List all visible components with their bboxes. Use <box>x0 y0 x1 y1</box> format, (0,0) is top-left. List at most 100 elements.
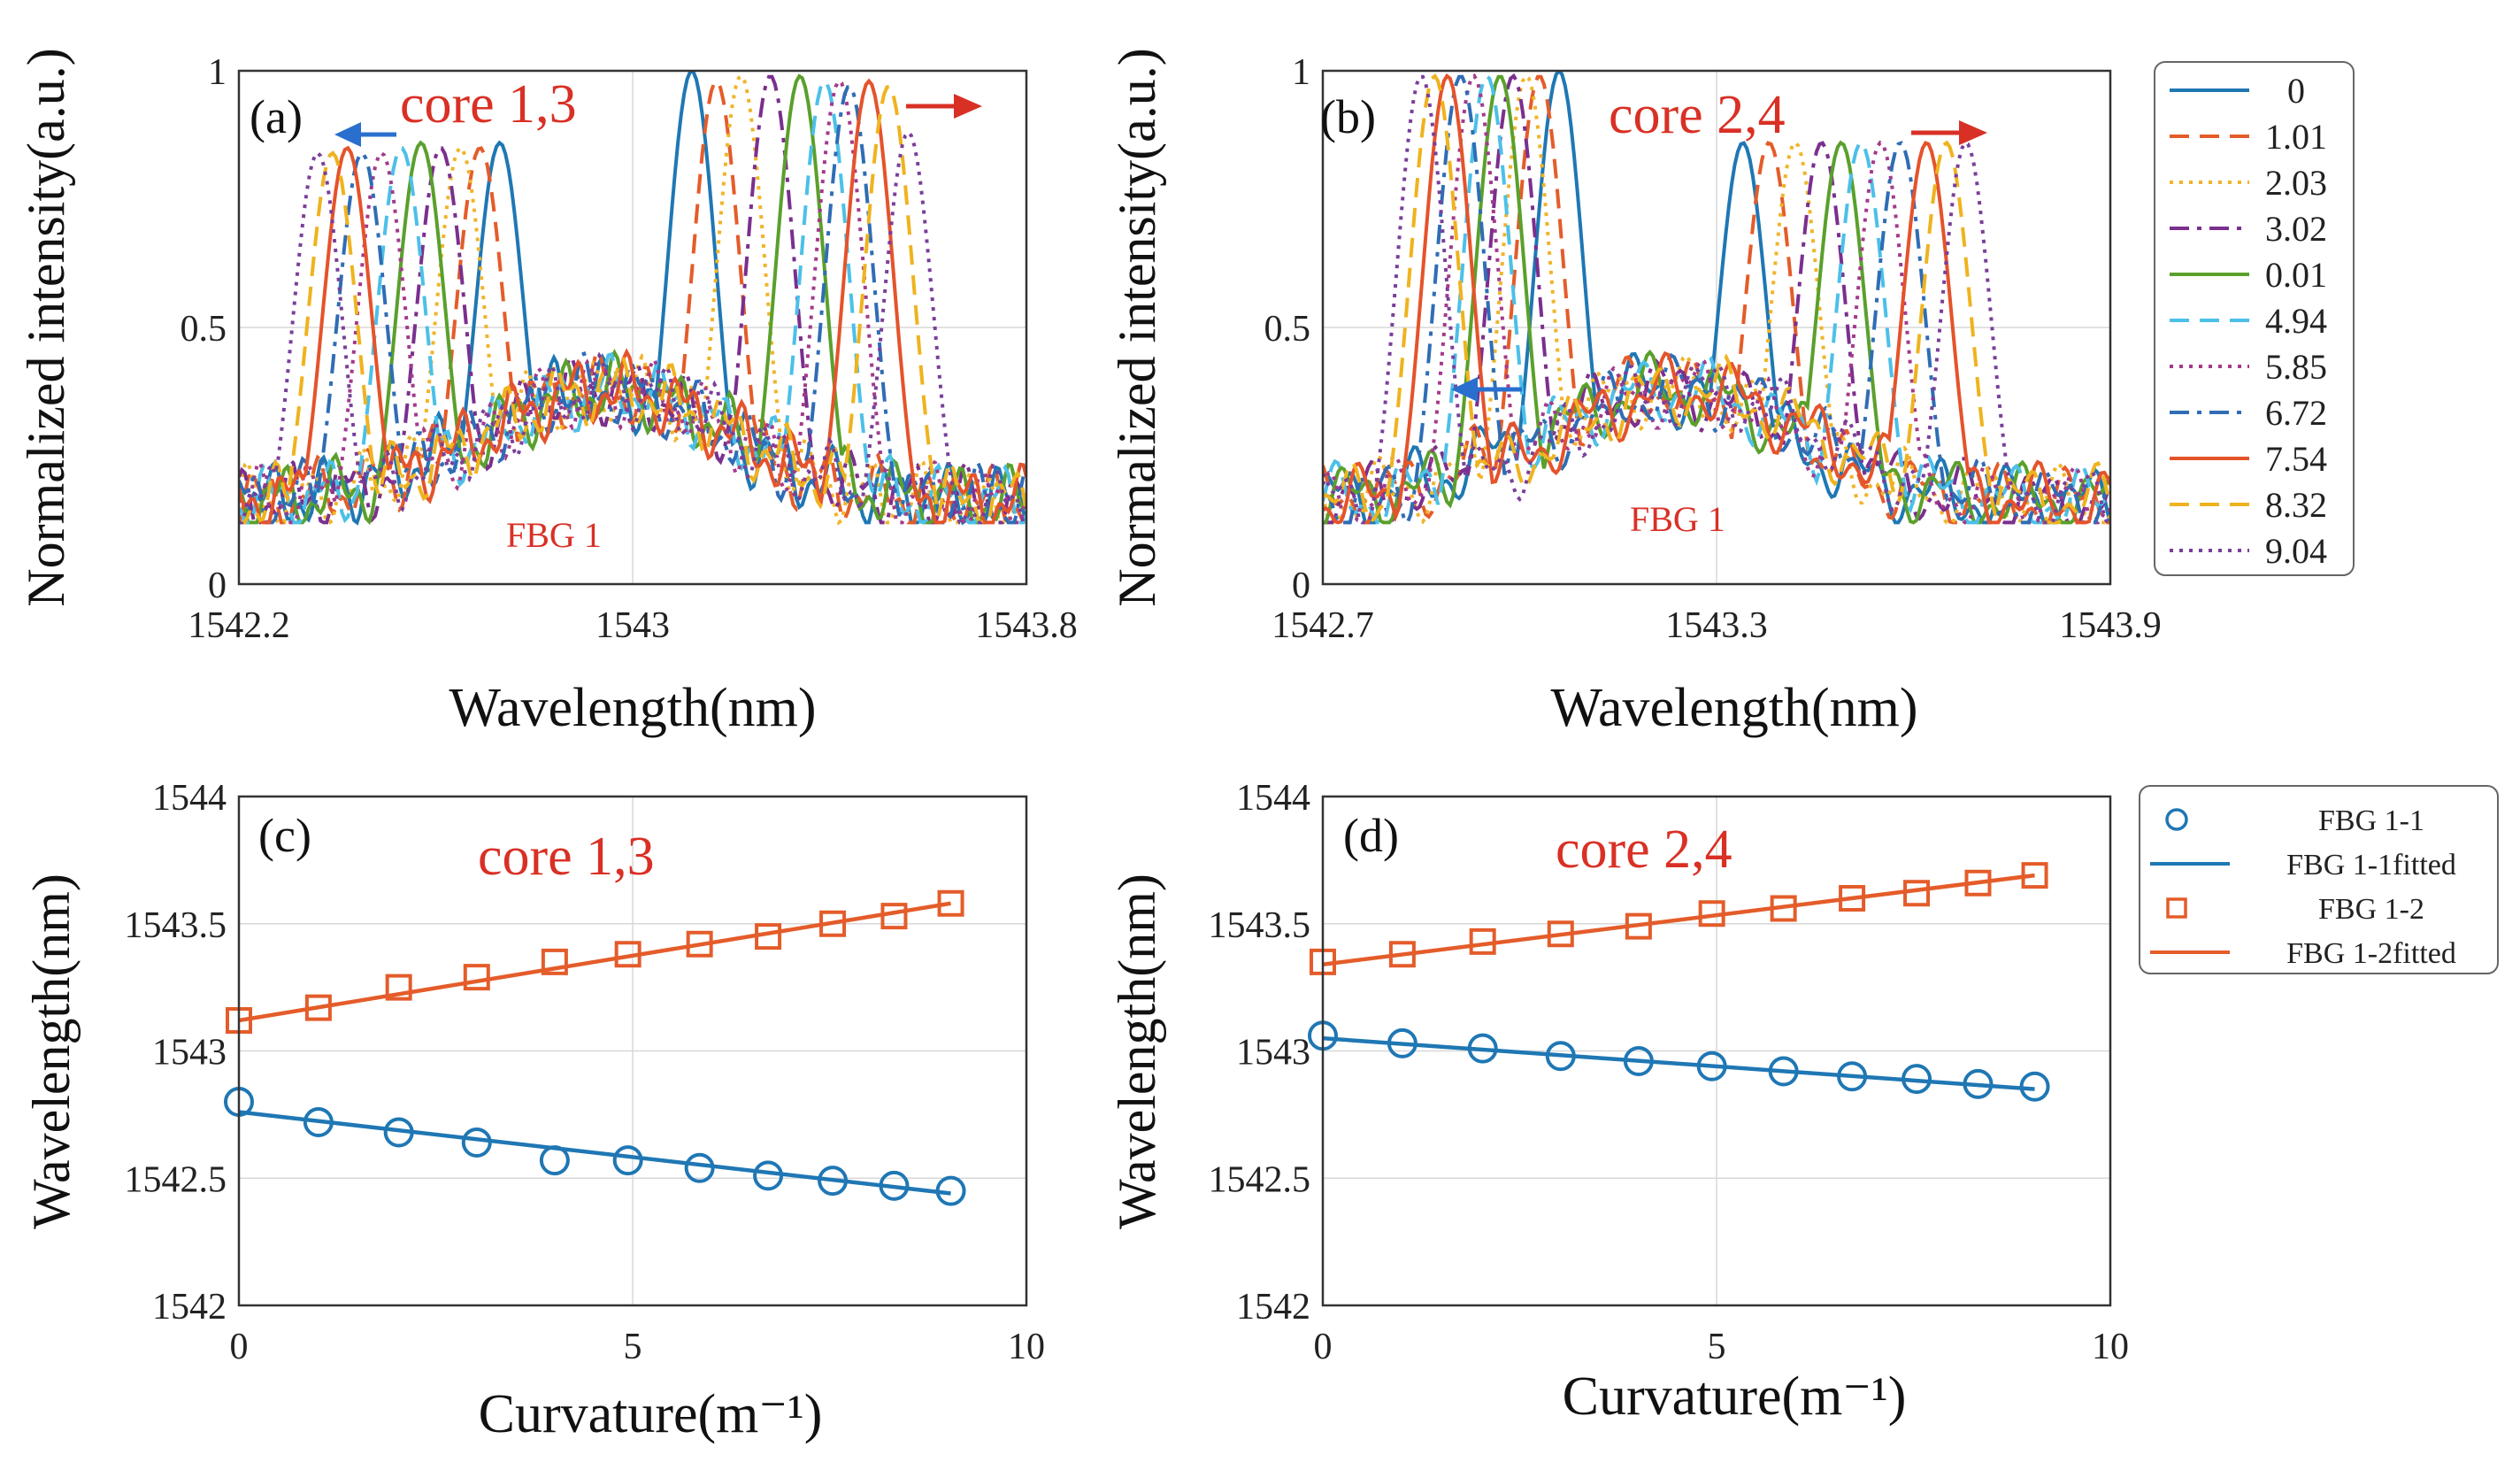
left-arrow <box>1451 377 1522 402</box>
right-arrow <box>1911 120 1987 145</box>
grid <box>239 71 1026 584</box>
plot-frame <box>237 69 1028 586</box>
y-tick-label: 1544 <box>1236 778 1310 819</box>
point-circle <box>1467 1033 1498 1064</box>
spectrum-line-8.32 <box>239 85 1026 525</box>
point-square <box>1770 895 1797 922</box>
spectrum-line-3.02 <box>1323 73 2110 525</box>
y-tick-labels: 1542 1542.5 1543 1543.5 1544 <box>125 778 227 1328</box>
legend-entry: 6.72 <box>2265 393 2327 433</box>
legend-entry: 9.04 <box>2265 531 2327 571</box>
y-tick-label: 1544 <box>152 778 227 819</box>
x-tick-label: 1543.9 <box>2059 605 2162 646</box>
legend-entry: 5.85 <box>2265 347 2327 387</box>
legend-marker-square <box>2166 897 2187 919</box>
annotation: core 2,4 <box>1556 820 1732 880</box>
x-axis-label: Curvature(m⁻¹) <box>1563 1366 1907 1427</box>
panel-label: (d) <box>1343 809 1399 862</box>
point-square <box>541 948 568 975</box>
point-circle <box>383 1117 414 1148</box>
y-tick-label: 1542 <box>1236 1287 1310 1328</box>
y-tick-label: 0 <box>208 566 227 606</box>
plot-frame <box>237 795 1028 1307</box>
scatter-marks <box>224 889 966 1206</box>
point-square <box>755 923 782 950</box>
point-circle <box>818 1166 849 1197</box>
x-tick-labels: 0 5 10 <box>1314 1327 2130 1367</box>
x-tick-labels: 1542.2 1543 1543.8 <box>188 605 1078 646</box>
spectrum-line-4.94 <box>239 79 1026 525</box>
point-circle <box>1902 1064 1932 1095</box>
point-square <box>1964 869 1992 897</box>
x-tick-label: 1543.8 <box>975 605 1078 646</box>
annotation: core 1,3 <box>478 827 655 887</box>
y-axis-label: Wavelength(nm) <box>1108 874 1166 1229</box>
legend-marker-circle <box>2165 808 2188 831</box>
point-circle <box>539 1145 570 1176</box>
point-circle <box>684 1152 715 1183</box>
point-circle <box>1696 1051 1727 1081</box>
y-tick-labels: 00.51 <box>181 52 227 606</box>
annotation: core 2,4 <box>1609 85 1786 145</box>
x-tick-label: 10 <box>1008 1327 1045 1367</box>
y-tick-labels: 00.51 <box>1264 52 1311 606</box>
legend-entry: FBG 1-2 <box>2318 893 2424 926</box>
y-tick-label: 0.5 <box>1264 309 1311 350</box>
x-axis-label: Wavelength(nm) <box>1550 678 1917 738</box>
legend-top: 0 1.01 2.03 3.02 0.01 4.94 5.85 6.72 7.54 8.32 9.0… <box>2154 61 2355 576</box>
point-square <box>1903 880 1931 907</box>
x-axis-label: Wavelength(nm) <box>449 678 816 738</box>
left-arrow <box>334 122 396 147</box>
spectrum-line-8.32 <box>1323 73 2110 525</box>
point-square <box>1469 927 1496 955</box>
legend-entry: 4.94 <box>2265 301 2327 341</box>
plot-frame <box>1321 795 2112 1307</box>
panel-b: 1542.7 1543.3 1543.9 00.51 (b) core 2,4 FB… <box>1108 48 2162 738</box>
legend-entry: 8.32 <box>2265 485 2327 525</box>
fit-line-FBG-1-1 <box>1322 1035 2035 1091</box>
point-square <box>1625 912 1652 940</box>
x-tick-label: 1543.3 <box>1665 605 1768 646</box>
point-square <box>937 889 964 917</box>
y-tick-labels: 1542 1542.5 1543 1543.5 1544 <box>1209 778 1311 1328</box>
panel-label: (a) <box>250 90 303 143</box>
y-tick-label: 1542.5 <box>125 1159 227 1200</box>
sub-label: FBG 1 <box>506 515 602 555</box>
point-square <box>1698 900 1725 927</box>
point-square <box>1388 941 1416 968</box>
point-circle <box>1963 1068 1994 1099</box>
point-circle <box>303 1107 334 1137</box>
fit-line-FBG-1-2 <box>238 901 951 1023</box>
legend-entry: 0 <box>2287 71 2305 111</box>
point-circle <box>1623 1046 1654 1076</box>
point-square <box>1839 885 1866 912</box>
point-square <box>819 910 847 937</box>
panel-d: 0 5 10 1542 1542.5 1543 1543.5 1544 (d) core 2… <box>1108 778 2129 1427</box>
point-circle <box>461 1128 492 1158</box>
fit-line-FBG-1-2 <box>1322 873 2035 966</box>
sub-label: FBG 1 <box>1630 499 1725 539</box>
scatter-marks <box>1308 862 2050 1102</box>
point-circle <box>1545 1041 1576 1072</box>
x-tick-labels: 1542.7 1543.3 1543.9 <box>1272 605 2162 646</box>
point-circle <box>753 1160 784 1191</box>
y-tick-label: 1542 <box>152 1287 227 1328</box>
annotation: core 1,3 <box>400 74 577 135</box>
y-tick-label: 0 <box>1292 566 1310 606</box>
y-tick-label: 0.5 <box>181 309 227 350</box>
point-square <box>385 974 412 1001</box>
y-tick-label: 1 <box>208 52 227 93</box>
spectrum-line-9.04 <box>239 129 1026 525</box>
point-circle <box>1837 1061 1868 1092</box>
panel-label: (c) <box>258 809 311 862</box>
legend-entry: FBG 1-1 <box>2318 804 2424 837</box>
y-tick-label: 1543.5 <box>125 905 227 946</box>
y-axis-label: Wavelength(nm) <box>22 874 81 1229</box>
x-tick-label: 0 <box>230 1327 249 1367</box>
legend-entry: 0.01 <box>2265 255 2327 295</box>
point-square <box>463 964 490 991</box>
y-tick-label: 1543.5 <box>1209 905 1311 946</box>
x-tick-labels: 0 5 10 <box>230 1327 1046 1367</box>
spectrum-lines <box>1323 71 2110 526</box>
